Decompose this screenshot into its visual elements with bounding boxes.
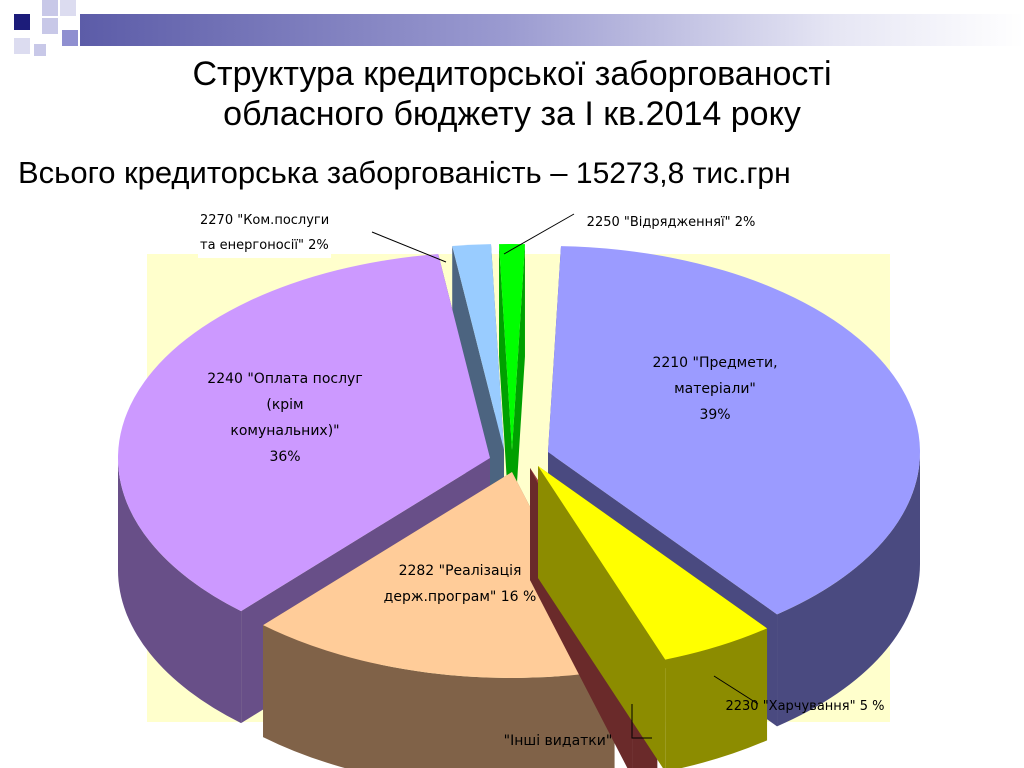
subtitle-dash: – — [550, 155, 568, 190]
label-2210: 2210 "Предмети, матеріали" 39% — [652, 355, 778, 423]
slice-2230-cut-face — [538, 466, 666, 768]
slice-2240-top — [118, 254, 490, 612]
deco-square — [14, 38, 30, 54]
slice-2282-top — [263, 472, 615, 678]
deco-square — [42, 0, 58, 16]
pie-slice-2230 — [538, 466, 768, 768]
slice-2240-wall — [118, 458, 242, 724]
slice-2210-wall — [777, 452, 920, 727]
label-2282: 2282 "Реалізація держ.програм" 16 % — [383, 563, 537, 605]
label-2240: 2240 "Оплата послуг (крім комунальних)" … — [207, 371, 363, 465]
slice-2250-top — [499, 243, 525, 450]
slide-title: Структура кредиторської заборгованості о… — [0, 54, 1024, 134]
slice-2230-top — [538, 466, 768, 660]
header-gradient-bar — [80, 14, 1024, 46]
label-2230: 2230 "Харчування" 5 % — [725, 699, 885, 714]
deco-square — [14, 14, 30, 30]
subtitle-text: Всього кредиторська заборгованість — [18, 155, 551, 190]
leader-line-other — [631, 704, 652, 739]
slice-2230-wall — [665, 628, 768, 768]
slice-2210-top — [548, 246, 920, 615]
deco-square — [42, 18, 58, 34]
slice-2270-top — [452, 244, 504, 450]
subtitle-value: 15273,8 тис.грн — [567, 157, 791, 190]
corner-decoration — [0, 0, 90, 60]
title-line-1: Структура кредиторської заборгованості — [192, 55, 832, 93]
leader-line-2270 — [371, 231, 447, 263]
leader-line-2250 — [503, 213, 575, 255]
slice-2270-cut-face — [452, 246, 504, 563]
deco-square — [60, 0, 76, 16]
deco-square — [34, 44, 46, 56]
slice-2282-wall — [263, 625, 615, 768]
total-subtitle: Всього кредиторська заборгованість – 152… — [18, 155, 791, 191]
label-2270: 2270 "Ком.послуги та енергоносії" 2% — [198, 208, 332, 258]
label-2250: 2250 "Відрядженняї" 2% — [586, 215, 756, 230]
leader-line-2230 — [713, 675, 759, 705]
title-line-2: обласного бюджету за І кв.2014 року — [223, 95, 801, 133]
deco-square — [62, 30, 78, 46]
label-other: "Інші видатки" — [503, 733, 613, 749]
